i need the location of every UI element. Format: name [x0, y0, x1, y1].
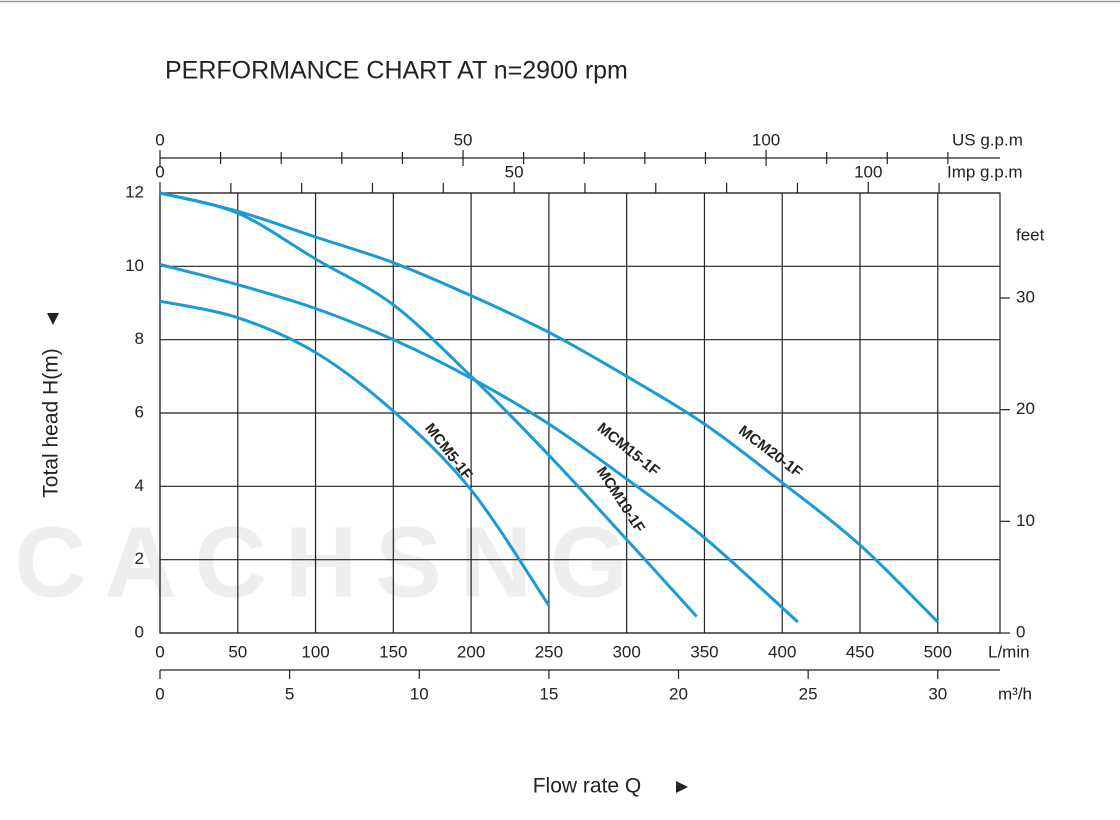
x-tick-label: 300 [612, 642, 640, 661]
y2-unit: feet [1016, 225, 1045, 244]
watermark: CACHSNG [14, 506, 646, 618]
m3h-tick-label: 25 [799, 684, 818, 703]
y-tick-label: 10 [125, 256, 144, 275]
y2-tick-label: 0 [1016, 622, 1025, 641]
us-tick-label: 0 [155, 130, 164, 149]
m3h-tick-label: 15 [539, 684, 558, 703]
m3h-tick-label: 10 [410, 684, 429, 703]
y-tick-label: 4 [135, 476, 144, 495]
x-tick-label: 50 [228, 642, 247, 661]
imp-tick-label: 0 [155, 162, 164, 181]
plot-frame [159, 192, 1001, 634]
y2-tick-label: 20 [1016, 399, 1035, 418]
x-tick-label: 150 [379, 642, 407, 661]
m3h-unit: m³/h [998, 684, 1032, 703]
x-tick-label: 350 [690, 642, 718, 661]
x-unit: L/min [988, 642, 1030, 661]
us-unit: US g.p.m [952, 130, 1023, 149]
x-tick-label: 100 [301, 642, 329, 661]
us-tick-label: 100 [752, 130, 780, 149]
y2-tick-label: 30 [1016, 287, 1035, 306]
y-tick-label: 12 [125, 182, 144, 201]
m3h-tick-label: 20 [669, 684, 688, 703]
curve [159, 299, 551, 607]
x-tick-label: 500 [924, 642, 952, 661]
us-tick-label: 50 [454, 130, 473, 149]
curve [159, 191, 939, 624]
x-tick-label: 0 [155, 642, 164, 661]
curve [159, 191, 698, 618]
imp-tick-label: 100 [854, 162, 882, 181]
y-arrow [47, 313, 59, 325]
curve-label: MCM5-1F [421, 420, 475, 483]
x-tick-label: 250 [535, 642, 563, 661]
y-tick-label: 2 [135, 549, 144, 568]
y-tick-label: 8 [135, 329, 144, 348]
y-axis-label: Total head H(m) [40, 348, 63, 497]
imp-tick-label: 50 [505, 162, 524, 181]
y-tick-label: 6 [135, 402, 144, 421]
x-tick-label: 200 [457, 642, 485, 661]
x-axis-label: Flow rate Q [533, 775, 642, 798]
m3h-tick-label: 30 [928, 684, 947, 703]
m3h-tick-label: 5 [285, 684, 294, 703]
y2-tick-label: 10 [1016, 511, 1035, 530]
x-tick-label: 450 [846, 642, 874, 661]
chart-title: PERFORMANCE CHART AT n=2900 rpm [165, 57, 628, 85]
imp-unit: Imp g.p.m [947, 162, 1023, 181]
curve [159, 263, 799, 624]
x-arrow [676, 781, 688, 793]
m3h-tick-label: 0 [155, 684, 164, 703]
x-tick-label: 400 [768, 642, 796, 661]
y-tick-label: 0 [135, 622, 144, 641]
